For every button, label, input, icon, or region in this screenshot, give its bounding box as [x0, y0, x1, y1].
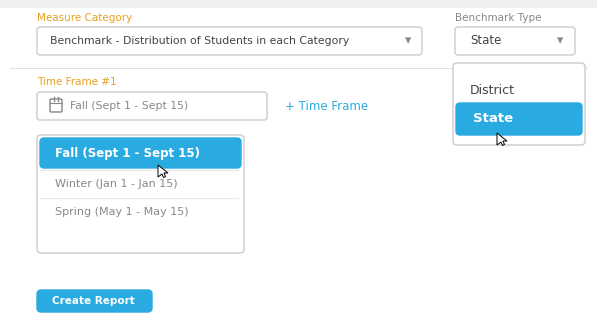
Text: Fall (Sept 1 - Sept 15): Fall (Sept 1 - Sept 15): [70, 101, 188, 111]
FancyBboxPatch shape: [37, 290, 152, 312]
FancyBboxPatch shape: [37, 27, 422, 55]
Text: Winter (Jan 1 - Jan 15): Winter (Jan 1 - Jan 15): [55, 179, 178, 189]
FancyBboxPatch shape: [455, 27, 575, 55]
Text: Benchmark Type: Benchmark Type: [455, 13, 541, 23]
FancyBboxPatch shape: [37, 135, 244, 253]
Polygon shape: [497, 133, 507, 146]
FancyBboxPatch shape: [456, 103, 582, 135]
Text: Fall (Sept 1 - Sept 15): Fall (Sept 1 - Sept 15): [55, 147, 200, 160]
Text: + Time Frame: + Time Frame: [285, 100, 368, 113]
Text: Benchmark - Distribution of Students in each Category: Benchmark - Distribution of Students in …: [50, 36, 349, 46]
FancyBboxPatch shape: [37, 92, 267, 120]
FancyBboxPatch shape: [453, 63, 585, 145]
Polygon shape: [158, 165, 168, 177]
Text: District: District: [470, 84, 515, 96]
FancyBboxPatch shape: [0, 0, 597, 8]
Text: Time Frame #1: Time Frame #1: [37, 77, 116, 87]
Text: ▾: ▾: [405, 34, 411, 47]
Text: State: State: [473, 113, 513, 126]
Text: State: State: [470, 34, 501, 47]
Text: ▾: ▾: [557, 34, 563, 47]
Text: Spring (May 1 - May 15): Spring (May 1 - May 15): [55, 207, 189, 217]
Text: Create Report: Create Report: [52, 296, 135, 306]
FancyBboxPatch shape: [40, 138, 241, 168]
FancyBboxPatch shape: [50, 99, 62, 112]
Text: Measure Category: Measure Category: [37, 13, 133, 23]
